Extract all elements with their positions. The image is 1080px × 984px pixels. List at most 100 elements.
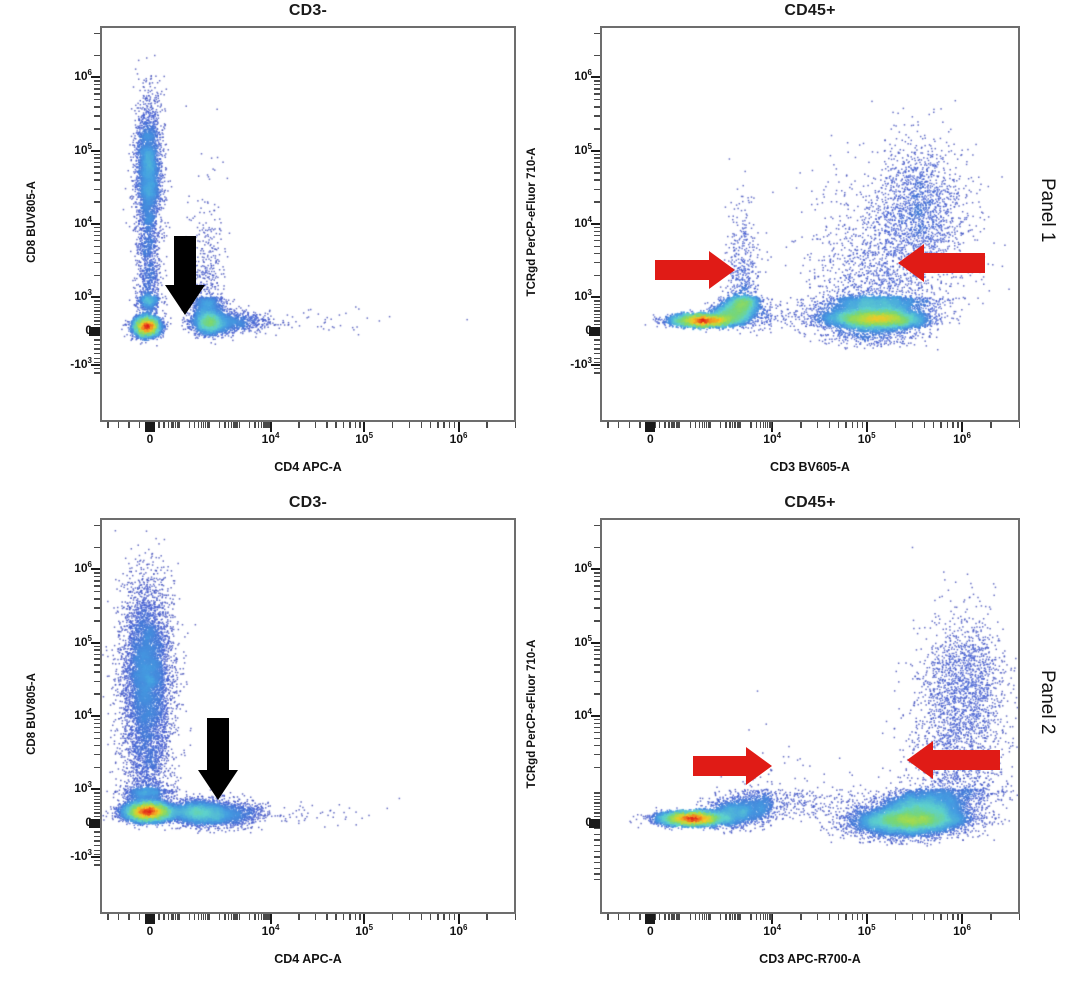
axis-tick-minor — [94, 93, 100, 95]
axis-tick-minor — [263, 914, 265, 920]
axis-tick-minor — [594, 744, 600, 747]
axis-tick-major — [865, 914, 868, 924]
axis-tick-minor — [94, 805, 100, 808]
axis-tick-minor — [594, 812, 600, 814]
axis-tick-minor — [170, 914, 172, 920]
y-tick-label: 104 — [74, 707, 92, 723]
axis-tick-minor — [594, 658, 600, 660]
y-tick-label: 104 — [574, 215, 592, 231]
axis-tick-minor — [957, 914, 959, 920]
axis-tick-minor — [94, 680, 100, 682]
axis-tick-major — [91, 223, 100, 225]
axis-tick-minor — [235, 914, 237, 920]
axis-tick-minor — [162, 914, 165, 920]
plot-title: CD45+ — [784, 494, 836, 511]
axis-tick-minor — [594, 306, 600, 309]
axis-tick-minor — [816, 422, 819, 428]
axis-tick-major — [591, 296, 600, 299]
axis-tick-minor — [923, 914, 925, 920]
axis-tick-minor — [235, 422, 237, 428]
axis-tick-minor — [448, 914, 451, 920]
axis-tick-minor — [94, 798, 100, 801]
axis-tick-minor — [594, 188, 600, 190]
axis-tick-minor — [326, 422, 328, 428]
axis-tick-minor — [668, 422, 670, 428]
axis-tick-minor — [766, 914, 769, 920]
axis-tick-major — [591, 641, 600, 644]
axis-tick-minor — [698, 914, 701, 920]
axis-tick-minor — [678, 422, 681, 428]
axis-tick-minor — [594, 372, 600, 374]
axis-tick-minor — [167, 914, 169, 920]
axis-tick-minor — [861, 422, 864, 428]
axis-tick-minor — [94, 649, 100, 651]
axis-tick-minor — [94, 844, 100, 847]
axis-tick-minor — [486, 422, 488, 428]
axis-tick-major — [269, 422, 272, 432]
axis-tick-minor — [94, 161, 100, 163]
axis-tick-minor — [94, 658, 100, 660]
axis-tick-minor — [203, 422, 205, 428]
axis-tick-minor — [342, 422, 345, 428]
y-tick-label: 104 — [574, 707, 592, 723]
axis-tick-major — [591, 568, 600, 571]
axis-tick-minor — [227, 422, 230, 428]
axis-tick-minor — [224, 914, 226, 920]
axis-tick-minor — [94, 252, 100, 255]
density-scatter-canvas — [102, 520, 514, 912]
y-axis-label: CD8 BUV805-A — [26, 181, 38, 263]
axis-tick-minor — [594, 726, 600, 729]
axis-tick-minor — [857, 422, 859, 428]
axis-tick-minor — [94, 585, 100, 587]
axis-tick-minor — [267, 914, 269, 920]
axis-tick-minor — [706, 914, 708, 920]
axis-tick-minor — [594, 649, 600, 651]
axis-tick-minor — [158, 914, 160, 920]
axis-tick-minor — [94, 245, 100, 247]
axis-tick-minor — [233, 914, 235, 920]
axis-tick-major — [91, 149, 100, 152]
axis-tick-minor — [729, 914, 731, 920]
axis-tick-minor — [764, 914, 767, 920]
axis-tick-minor — [206, 422, 209, 428]
axis-tick-minor — [94, 859, 100, 862]
axis-tick-minor — [837, 914, 840, 920]
axis-tick-minor — [594, 839, 600, 841]
density-scatter-canvas — [102, 28, 514, 420]
axis-tick-major — [363, 422, 366, 432]
axis-tick-minor — [738, 422, 740, 428]
axis-tick-minor — [659, 422, 661, 428]
annotation-arrow-down-panel1 — [165, 236, 205, 315]
axis-tick-minor — [453, 914, 456, 920]
axis-tick-minor — [138, 914, 141, 920]
axis-tick-major — [591, 363, 600, 366]
y-tick-label: 106 — [74, 560, 92, 576]
axis-tick-minor — [594, 585, 600, 587]
axis-tick-minor — [701, 914, 704, 920]
axis-tick-major — [771, 422, 774, 432]
axis-tick-minor — [453, 422, 456, 428]
axis-tick-minor — [349, 422, 351, 428]
axis-tick-minor — [594, 93, 600, 95]
axis-tick-minor — [698, 422, 701, 428]
axis-tick-minor — [594, 239, 600, 242]
axis-tick-major — [589, 818, 600, 828]
axis-tick-minor — [208, 914, 210, 920]
axis-tick-minor — [170, 422, 172, 428]
axis-tick-minor — [359, 914, 361, 920]
axis-tick-minor — [617, 914, 620, 920]
axis-tick-major — [591, 76, 600, 79]
axis-tick-minor — [594, 128, 600, 130]
axis-tick-minor — [94, 854, 100, 856]
axis-tick-minor — [594, 33, 600, 35]
axis-tick-minor — [594, 815, 600, 818]
axis-tick-minor — [594, 106, 600, 108]
axis-tick-minor — [594, 201, 600, 203]
axis-tick-minor — [671, 422, 673, 428]
axis-tick-minor — [117, 422, 120, 428]
axis-tick-minor — [94, 88, 100, 90]
axis-tick-minor — [298, 914, 300, 920]
axis-tick-minor — [911, 422, 914, 428]
axis-tick-minor — [594, 300, 600, 302]
